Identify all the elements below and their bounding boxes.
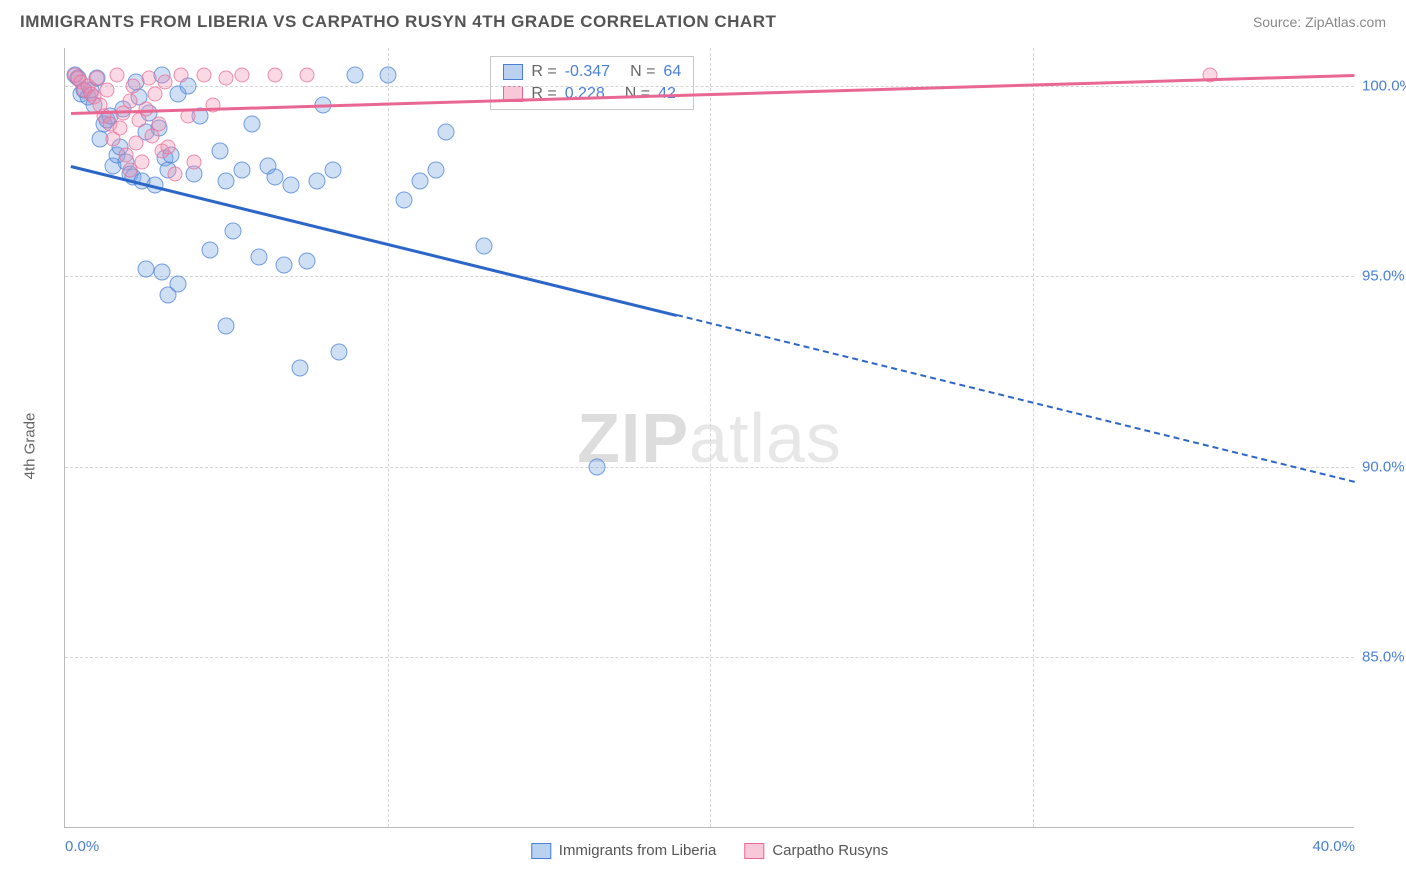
data-point [122,162,137,177]
data-point [267,67,282,82]
chart-title: IMMIGRANTS FROM LIBERIA VS CARPATHO RUSY… [20,12,776,32]
data-point [235,67,250,82]
data-point [128,136,143,151]
trend-line [71,166,1355,482]
data-point [112,120,127,135]
data-point [266,169,283,186]
data-point [153,264,170,281]
data-point [211,142,228,159]
stats-row: R = -0.347 N = 64 [503,61,681,83]
gridline-vertical [710,48,711,827]
data-point [99,82,114,97]
data-point [218,173,235,190]
gridline-vertical [388,48,389,827]
trend-line [71,75,1355,113]
legend-label: Carpatho Rusyns [772,842,888,859]
data-point [202,241,219,258]
stats-n-value: 64 [663,63,681,81]
data-point [299,67,314,82]
data-point [250,249,267,266]
legend-swatch-icon [503,64,523,80]
stats-r-value: 0.228 [565,85,605,103]
data-point [141,71,156,86]
data-point [476,237,493,254]
stats-n-label: N = [630,63,655,81]
data-point [157,75,172,90]
y-tick-label: 95.0% [1362,268,1406,285]
data-point [122,94,137,109]
data-point [137,260,154,277]
data-point [411,173,428,190]
data-point [308,173,325,190]
data-point [395,192,412,209]
data-point [135,155,150,170]
data-point [174,67,189,82]
data-point [427,161,444,178]
stats-r-label: R = [531,63,556,81]
data-point [331,344,348,361]
data-point [180,109,195,124]
x-tick-label: 0.0% [65,838,99,855]
data-point [219,71,234,86]
data-point [151,117,166,132]
data-point [167,166,182,181]
data-point [276,256,293,273]
y-axis-label: 4th Grade [22,413,39,480]
data-point [125,79,140,94]
data-point [224,222,241,239]
data-point [324,161,341,178]
data-point [379,66,396,83]
data-point [292,359,309,376]
data-point [196,67,211,82]
scatter-chart: ZIPatlas R =-0.347N =64R =0.228N =42 Imm… [64,48,1354,828]
source-label: Source: ZipAtlas.com [1253,14,1386,30]
data-point [169,275,186,292]
data-point [244,116,261,133]
data-point [589,458,606,475]
legend: Immigrants from Liberia Carpatho Rusyns [531,842,888,859]
data-point [298,253,315,270]
y-tick-label: 85.0% [1362,648,1406,665]
legend-swatch-icon [744,843,764,859]
legend-item: Carpatho Rusyns [744,842,888,859]
y-tick-label: 100.0% [1362,78,1406,95]
gridline-vertical [1033,48,1034,827]
data-point [282,176,299,193]
data-point [437,123,454,140]
stats-r-value: -0.347 [565,63,610,81]
correlation-stats-box: R =-0.347N =64R =0.228N =42 [490,56,694,110]
x-tick-label: 40.0% [1312,838,1355,855]
data-point [187,155,202,170]
y-tick-label: 90.0% [1362,458,1406,475]
data-point [109,67,124,82]
legend-label: Immigrants from Liberia [559,842,717,859]
legend-item: Immigrants from Liberia [531,842,717,859]
legend-swatch-icon [531,843,551,859]
data-point [234,161,251,178]
data-point [161,139,176,154]
data-point [347,66,364,83]
data-point [218,317,235,334]
